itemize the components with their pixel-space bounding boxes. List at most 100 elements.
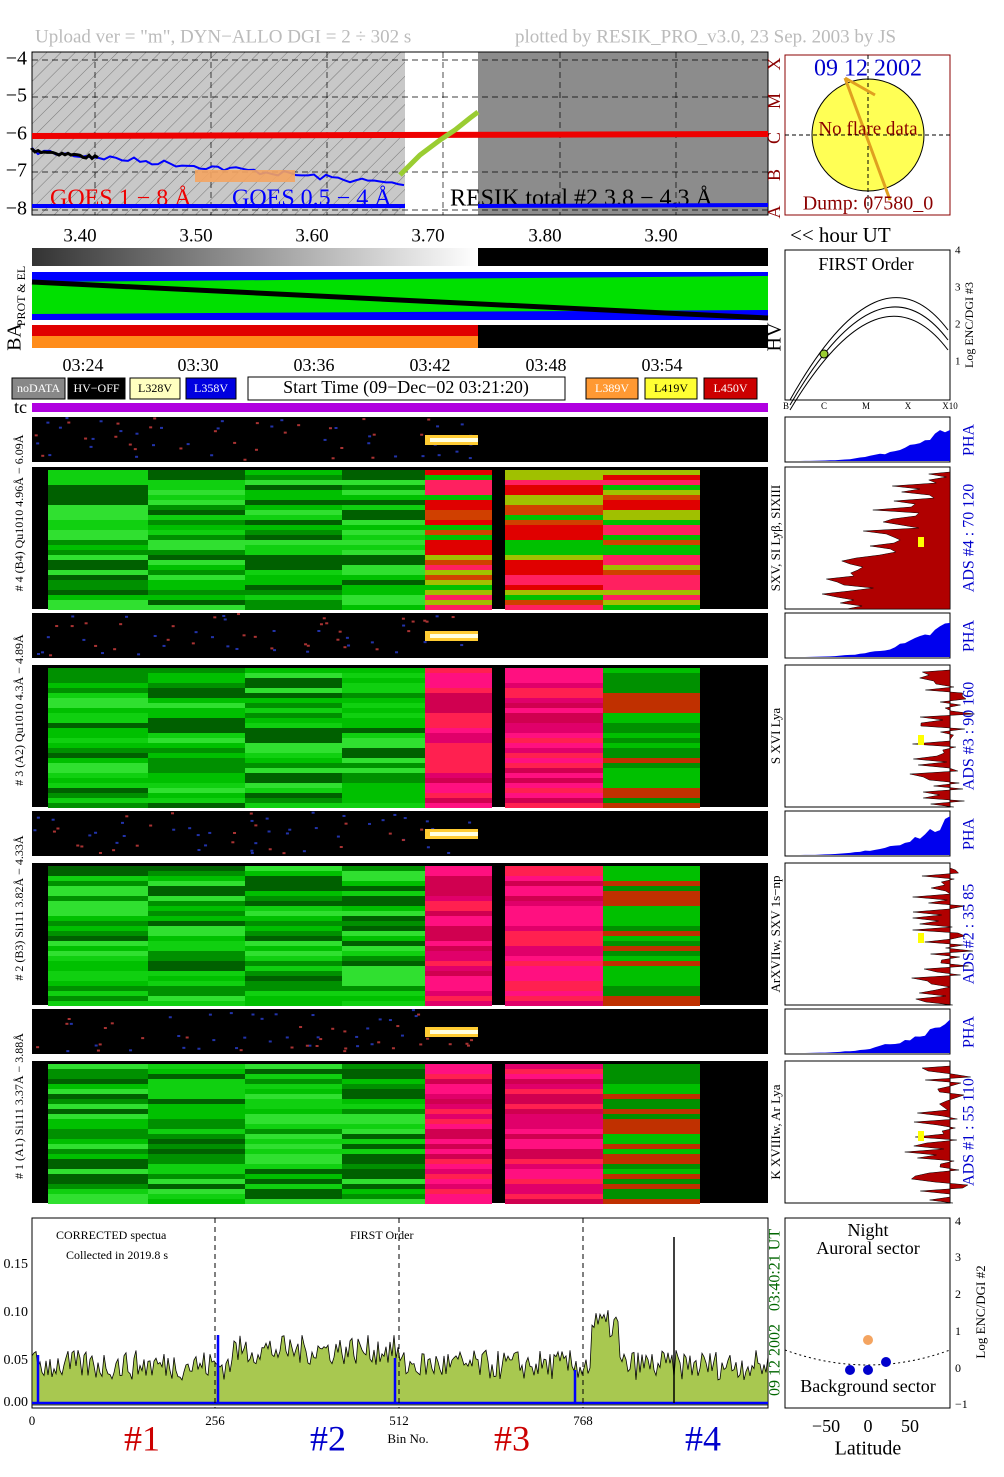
spectrogram-stripe: [48, 936, 148, 941]
spectrogram-stripe: [148, 580, 245, 585]
spectrogram-stripe: [342, 1149, 425, 1154]
spectrogram-stripe: [245, 595, 342, 600]
spectrogram-stripe: [603, 1109, 700, 1114]
pha-noise: [447, 851, 451, 854]
spectrogram-stripe: [48, 976, 148, 981]
spectrogram-stripe: [245, 668, 342, 673]
spectrogram-stripe: [425, 475, 492, 480]
spectrogram-stripe: [603, 535, 700, 540]
spectrogram-stripe: [505, 976, 603, 981]
spectrogram-stripe: [148, 485, 245, 490]
spectrogram-stripe: [342, 520, 425, 525]
spectrogram-stripe: [48, 871, 148, 876]
spectrogram-stripe: [425, 470, 492, 475]
spectrogram-stripe: [48, 866, 148, 871]
spectrogram-stripe: [245, 1184, 342, 1189]
y-tick-label: 0.10: [4, 1305, 29, 1320]
spectrogram-stripe: [342, 971, 425, 976]
spectrogram-stripe: [342, 673, 425, 678]
spectrogram-stripe: [48, 798, 148, 803]
spectrogram-stripe: [425, 911, 492, 916]
spectrogram-stripe: [342, 793, 425, 798]
spectrogram-stripe: [148, 525, 245, 530]
spectrogram-stripe: [148, 966, 245, 971]
spectrogram-stripe: [245, 708, 342, 713]
spectrogram-stripe: [342, 991, 425, 996]
spectrogram-stripe: [342, 1089, 425, 1094]
spectrogram-stripe: [603, 798, 700, 803]
night-ylabel: Log ENC/DGI #2: [973, 1265, 988, 1358]
spectrogram-stripe: [148, 698, 245, 703]
spectrogram-stripe: [425, 1084, 492, 1089]
spectrogram-stripe: [48, 763, 148, 768]
x-tick-label: C: [821, 401, 827, 411]
pha-noise: [159, 426, 163, 429]
class-label: X: [764, 58, 784, 71]
night-xlabel: Latitude: [835, 1438, 902, 1460]
spectrogram-stripe: [342, 966, 425, 971]
y-tick-label: 3: [955, 1250, 961, 1264]
spectrogram-stripe: [603, 1099, 700, 1104]
y-tick-label: −6: [6, 123, 27, 145]
spectrogram-stripe: [425, 1164, 492, 1169]
spectrogram-stripe: [48, 595, 148, 600]
pha-noise: [347, 644, 351, 647]
spectrogram-stripe: [48, 1079, 148, 1084]
pha-noise: [41, 454, 45, 457]
spectrogram-stripe: [342, 678, 425, 683]
pha-noise: [66, 1050, 70, 1053]
spectrogram-stripe: [603, 688, 700, 693]
time-tick-label: 03:36: [293, 355, 334, 375]
spectrogram-stripe: [342, 570, 425, 575]
spectrogram-stripe: [342, 743, 425, 748]
spectrogram-stripe: [48, 1184, 148, 1189]
pha-noise: [76, 844, 80, 847]
pha-noise: [331, 457, 335, 460]
pha-noise: [84, 622, 88, 625]
spectrogram-stripe: [603, 748, 700, 753]
spectrogram-stripe: [505, 535, 603, 540]
spectrogram-stripe: [245, 1114, 342, 1119]
spectrogram-stripe: [48, 996, 148, 1001]
spectrogram-stripe: [342, 540, 425, 545]
pha-noise: [285, 1036, 289, 1039]
pha-noise: [343, 1030, 347, 1033]
spectrogram-stripe: [148, 1089, 245, 1094]
spectrogram-stripe: [148, 535, 245, 540]
spectrogram-stripe: [48, 580, 148, 585]
pha-noise: [233, 831, 237, 834]
spectrogram-stripe: [48, 1189, 148, 1194]
pha-strip: [32, 417, 768, 462]
spectrogram-stripe: [245, 1134, 342, 1139]
spectrogram-stripe: [148, 891, 245, 896]
spectrogram-stripe: [148, 981, 245, 986]
spectrogram-stripe: [245, 956, 342, 961]
goes-long-curve: [31, 131, 769, 139]
spectrogram-stripe: [148, 678, 245, 683]
spectrogram-stripe: [245, 525, 342, 530]
spectrogram-stripe: [245, 678, 342, 683]
spectrogram-stripe: [425, 688, 492, 693]
pha-noise: [304, 643, 308, 646]
spectrogram-stripe: [148, 595, 245, 600]
pha-histogram: [785, 429, 950, 461]
spectrogram-stripe: [342, 565, 425, 570]
spectrogram-stripe: [148, 743, 245, 748]
spectrogram-stripe: [342, 550, 425, 555]
spectrogram-stripe: [505, 575, 603, 580]
spectrogram-stripe: [425, 585, 492, 590]
spectrogram-stripe: [603, 1064, 700, 1069]
spectrogram-stripe: [603, 510, 700, 515]
spectrogram-stripe: [603, 758, 700, 763]
pha-noise: [460, 644, 464, 647]
spectrum-order: FIRST Order: [350, 1228, 413, 1242]
spectrogram-stripe: [425, 480, 492, 485]
spectrogram-stripe: [425, 703, 492, 708]
spectrogram-stripe: [148, 470, 245, 475]
pha-noise: [308, 1044, 312, 1047]
pha-noise: [302, 850, 306, 853]
spectrogram-stripe: [245, 605, 342, 610]
spectrogram-stripe: [48, 515, 148, 520]
pha-noise: [345, 636, 349, 639]
spectrogram-stripe: [48, 688, 148, 693]
